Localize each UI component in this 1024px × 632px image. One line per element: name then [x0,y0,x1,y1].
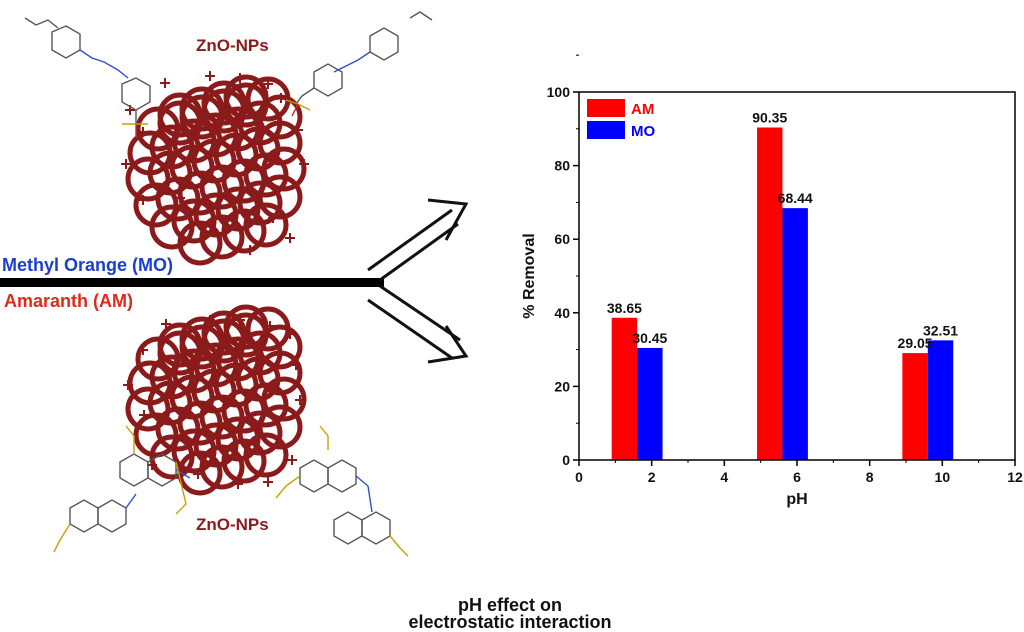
value-label-am: 29.05 [898,335,933,351]
y-axis-title: % Removal [521,233,538,318]
mo-molecule-left [24,17,151,138]
legend-swatch-mo [587,121,625,139]
caption-line-1: pH effect on [457,595,562,615]
y-tick-label: 0 [562,452,570,468]
value-label-mo: 32.51 [923,322,958,338]
bar-mo [637,347,663,460]
legend-label-mo: MO [631,123,655,140]
x-tick-label: 6 [793,469,801,485]
y-tick-label: 20 [554,378,570,394]
np-label-top: ZnO-NPs [196,36,269,55]
np-label-bottom: ZnO-NPs [196,515,269,534]
x-tick-label: 10 [935,469,951,485]
x-tick-label: 0 [575,469,583,485]
bar-am [902,353,928,460]
x-tick-label: 12 [1007,469,1023,485]
y-tick-label: 60 [554,231,570,247]
x-tick-label: 2 [648,469,656,485]
value-label-am: 90.35 [752,110,787,126]
legend-swatch-am [587,99,625,117]
bar-am [757,127,783,461]
y-tick-label: 100 [547,84,571,100]
y-tick-label: 80 [554,158,570,174]
dye-solution-line [0,278,384,287]
legend-label-am: AM [631,101,654,118]
bar-mo [782,208,808,460]
am-molecule-left [53,425,191,553]
mo-dye-label: Methyl Orange (MO) [2,255,174,275]
x-tick-label: 8 [866,469,874,485]
mo-molecule-right [285,11,433,117]
value-label-mo: 68.44 [778,190,813,206]
branch-arrows [367,198,469,364]
x-tick-label: 4 [720,469,728,485]
caption-line-2: electrostatic interaction [408,612,612,632]
bar-mo [927,340,954,460]
x-axis-title: pH [786,491,807,508]
am-molecule-right [275,425,409,557]
am-dye-label: Amaranth (AM) [4,291,133,311]
y-tick-label: 40 [554,305,570,321]
value-label-am: 38.65 [607,300,642,316]
value-label-mo: 30.45 [632,330,667,346]
bar-am [611,317,638,460]
